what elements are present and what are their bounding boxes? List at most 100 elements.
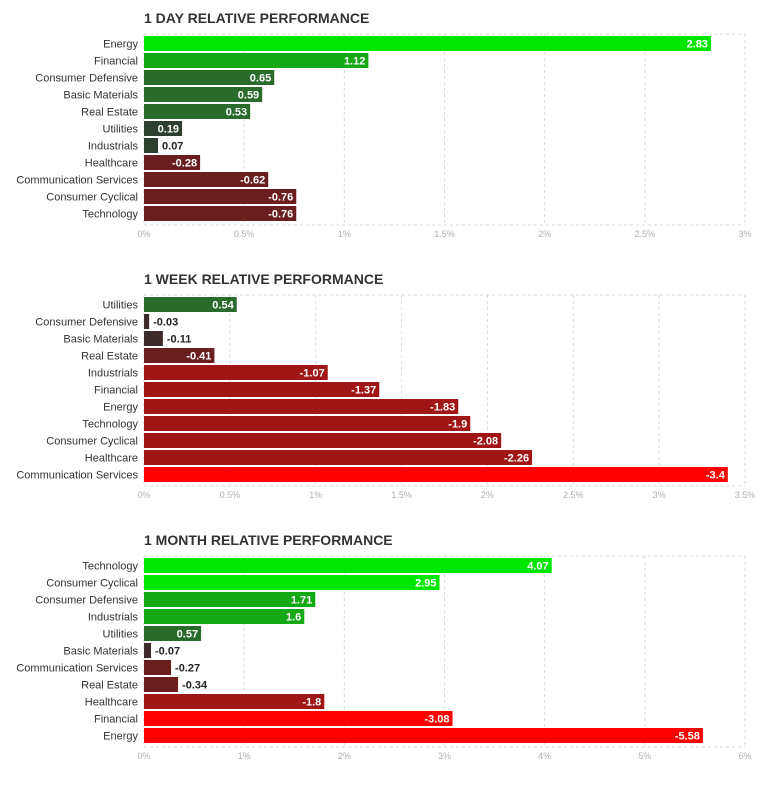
value-label: -0.27 — [175, 663, 200, 675]
category-label: Basic Materials — [63, 90, 138, 102]
bar — [144, 53, 369, 68]
bar — [144, 643, 152, 658]
bar — [144, 728, 703, 743]
x-tick-label: 3% — [653, 490, 666, 500]
value-label: -2.26 — [504, 453, 529, 465]
x-tick-label: 2.5% — [635, 229, 656, 239]
category-label: Consumer Defensive — [35, 595, 138, 607]
chart-title: 1 MONTH RELATIVE PERFORMANCE — [144, 532, 393, 548]
x-tick-label: 0.5% — [220, 490, 241, 500]
category-label: Communication Services — [16, 663, 138, 675]
value-label: -0.07 — [155, 646, 180, 658]
x-tick-label: 1.5% — [434, 229, 455, 239]
value-label: 0.65 — [250, 73, 271, 85]
value-label: 0.19 — [158, 124, 179, 136]
value-label: 0.57 — [177, 629, 198, 641]
value-label: -0.76 — [268, 192, 293, 204]
category-label: Communication Services — [16, 470, 138, 482]
bar — [144, 87, 263, 102]
x-tick-label: 1% — [238, 751, 251, 761]
category-label: Utilities — [103, 300, 139, 312]
grid — [143, 294, 746, 487]
category-label: Technology — [82, 419, 138, 431]
category-label: Energy — [103, 731, 138, 743]
chart-panel-1-month: 1 MONTH RELATIVE PERFORMANCE 0% 1% 2% 3% 4% 5… — [0, 532, 772, 782]
bar — [144, 399, 459, 414]
value-label: 1.12 — [344, 56, 365, 68]
bar — [144, 206, 297, 221]
value-label: -1.37 — [351, 385, 376, 397]
x-tick-label: 3.5% — [735, 490, 756, 500]
bar — [144, 694, 325, 709]
bar — [144, 382, 380, 397]
value-label: -1.8 — [302, 697, 321, 709]
x-tick-label: 0% — [137, 490, 150, 500]
value-label: -1.07 — [300, 368, 325, 380]
category-label: Consumer Cyclical — [46, 578, 138, 590]
category-label: Basic Materials — [63, 646, 138, 658]
x-tick-label: 3% — [438, 751, 451, 761]
category-label: Consumer Cyclical — [46, 192, 138, 204]
bar — [144, 558, 552, 573]
category-label: Consumer Defensive — [35, 317, 138, 329]
category-label: Technology — [82, 561, 138, 573]
x-tick-label: 5% — [638, 751, 651, 761]
bar — [144, 660, 172, 675]
bar — [144, 450, 533, 465]
category-label: Healthcare — [85, 453, 138, 465]
x-tick-label: 0.5% — [234, 229, 255, 239]
value-label: -5.58 — [675, 731, 700, 743]
category-label: Financial — [94, 385, 138, 397]
bar — [144, 121, 183, 136]
category-label: Financial — [94, 56, 138, 68]
bar — [144, 348, 215, 363]
bar — [144, 172, 269, 187]
category-label: Communication Services — [16, 175, 138, 187]
category-label: Financial — [94, 714, 138, 726]
category-label: Industrials — [88, 141, 139, 153]
bar — [144, 677, 179, 692]
value-label: -0.62 — [240, 175, 265, 187]
category-label: Industrials — [88, 368, 139, 380]
value-label: 1.6 — [286, 612, 301, 624]
x-tick-label: 4% — [538, 751, 551, 761]
x-tick-label: 2% — [338, 751, 351, 761]
value-label: 0.53 — [226, 107, 247, 119]
x-tick-label: 2% — [538, 229, 551, 239]
bar — [144, 138, 159, 153]
bar — [144, 189, 297, 204]
x-tick-label: 2.5% — [563, 490, 584, 500]
category-label: Real Estate — [81, 107, 138, 119]
bar — [144, 609, 305, 624]
bar — [144, 626, 202, 641]
chart-panel-1-day: 1 DAY RELATIVE PERFORMANCE 0% 0.5% 1% 1.5% 2… — [0, 10, 772, 260]
value-label: 2.95 — [415, 578, 436, 590]
value-label: -0.76 — [268, 209, 293, 221]
chart-panel-1-week: 1 WEEK RELATIVE PERFORMANCE 0% 0.5% 1% 1.5%… — [0, 271, 772, 521]
value-label: 2.83 — [687, 39, 708, 51]
value-label: -0.28 — [172, 158, 197, 170]
chart-title: 1 WEEK RELATIVE PERFORMANCE — [144, 271, 384, 287]
x-tick-label: 6% — [738, 751, 751, 761]
value-label: 0.54 — [212, 300, 234, 312]
value-label: -3.08 — [424, 714, 449, 726]
bar — [144, 331, 163, 346]
bar — [144, 433, 502, 448]
value-label: -0.11 — [167, 334, 191, 346]
bar-chart-1-day: 0% 0.5% 1% 1.5% 2% 2.5% 3% Energy 2.83 Financial 1… — [16, 33, 752, 239]
x-tick-label: 1% — [309, 490, 322, 500]
category-label: Real Estate — [81, 351, 138, 363]
bar — [144, 711, 453, 726]
category-label: Consumer Cyclical — [46, 436, 138, 448]
bar — [144, 297, 237, 312]
category-label: Energy — [103, 402, 138, 414]
category-label: Technology — [82, 209, 138, 221]
category-label: Healthcare — [85, 697, 138, 709]
x-tick-label: 3% — [738, 229, 751, 239]
value-label: -1.83 — [430, 402, 455, 414]
bar-chart-1-week: 0% 0.5% 1% 1.5% 2% 2.5% 3% 3.5% Utilities 0.54 Con… — [16, 294, 756, 500]
category-label: Utilities — [103, 124, 139, 136]
value-label: 0.07 — [162, 141, 183, 153]
chart-title: 1 DAY RELATIVE PERFORMANCE — [144, 10, 370, 26]
bar — [144, 155, 201, 170]
